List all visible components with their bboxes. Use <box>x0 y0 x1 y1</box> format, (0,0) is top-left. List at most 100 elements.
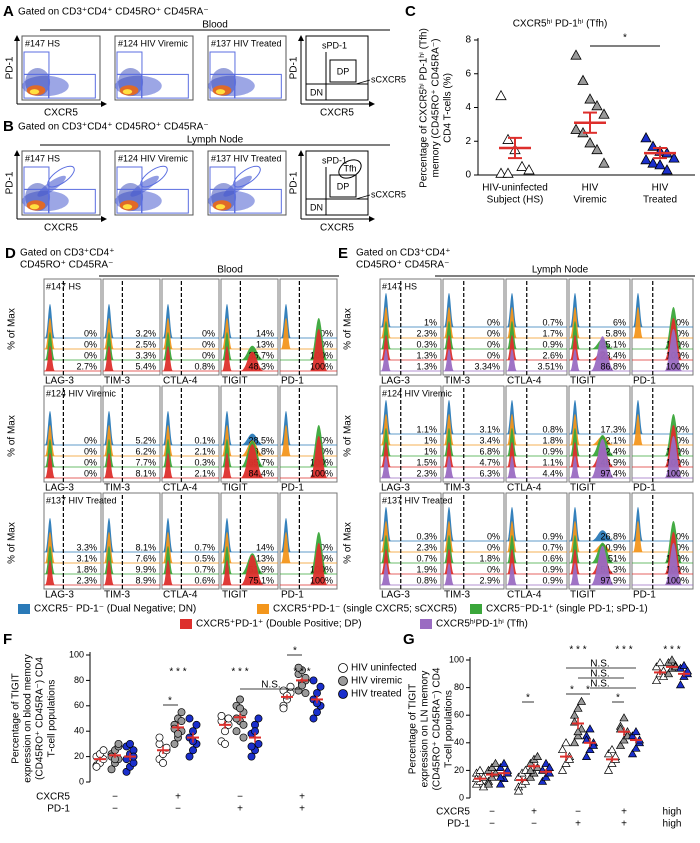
data-point <box>581 751 592 760</box>
histogram <box>240 433 265 445</box>
percent-label: 1.3% <box>416 350 437 360</box>
histogram <box>507 335 517 360</box>
dp-gate <box>329 59 357 83</box>
gate <box>23 51 50 75</box>
data-point <box>651 675 662 685</box>
data-point <box>174 729 182 738</box>
percent-label: 0% <box>487 350 500 360</box>
significance-star: * <box>623 33 627 44</box>
percent-label: 3.3% <box>76 542 97 552</box>
panel-letter: G <box>403 631 415 648</box>
marker-label: TIGIT <box>222 376 248 387</box>
annotation: * <box>616 693 620 704</box>
data-point <box>495 762 506 771</box>
data-point <box>573 703 583 712</box>
percent-label: 0% <box>676 542 689 552</box>
percent-label: 2.3% <box>76 575 97 585</box>
percent-label: 0% <box>487 328 500 338</box>
percent-label: 0.8% <box>416 575 437 585</box>
row-value: − <box>489 807 495 818</box>
y-tick-label: 0 <box>459 792 464 802</box>
gate-label: DP <box>337 66 350 76</box>
data-point <box>513 786 524 795</box>
histogram <box>281 425 291 456</box>
percent-label: 84.4% <box>248 468 274 478</box>
y-axis-label: T-cell populations <box>47 680 58 758</box>
marker-label: TIM-3 <box>444 483 471 494</box>
axis-label: CXCR5 <box>320 108 354 119</box>
data-point <box>495 167 507 178</box>
axis-label: PD-1 <box>5 171 16 194</box>
gate-label: DN <box>310 87 323 97</box>
data-point <box>185 752 194 761</box>
histogram <box>45 560 55 585</box>
row-label: CXCR5 <box>436 807 470 818</box>
histogram <box>664 436 683 478</box>
histogram <box>590 336 615 371</box>
histogram-frame <box>279 278 338 376</box>
percent-label: 22.1% <box>600 435 626 445</box>
tissue-label: Blood <box>202 20 228 31</box>
data-point <box>232 727 241 736</box>
histogram <box>507 563 517 585</box>
gate <box>116 51 143 75</box>
percent-label: 1% <box>424 446 437 456</box>
percent-label: 2.3% <box>416 542 437 552</box>
percent-label: 0% <box>320 542 333 552</box>
y-tick-label: 80 <box>454 682 464 692</box>
annotation: * * * <box>169 667 186 678</box>
schematic-frame <box>305 35 369 101</box>
y-tick-label: 2 <box>465 136 471 147</box>
marker-label: CTLA-4 <box>507 590 542 601</box>
y-axis-label: expression on LN memory <box>420 671 431 788</box>
percent-label: 5.2% <box>135 435 156 445</box>
data-point <box>236 704 244 713</box>
row-value: − <box>575 807 581 818</box>
percent-label: 0.3% <box>416 531 437 541</box>
data-point <box>627 731 638 740</box>
gating-text: Gated on CD3⁺CD4⁺ CD45RO⁺ CD45RA⁻ <box>18 122 209 133</box>
legend-label: CXCR5⁺PD-1⁺ (Double Positive; DP) <box>196 619 362 630</box>
histogram <box>104 560 114 585</box>
event-core <box>215 204 226 210</box>
percent-label: 3.3% <box>135 350 156 360</box>
data-point <box>516 160 528 171</box>
data-point <box>279 704 288 713</box>
percent-label: 25.1% <box>600 339 626 349</box>
percent-label: 13% <box>256 339 274 349</box>
panel-letter: C <box>405 3 416 20</box>
event-core <box>29 89 40 95</box>
data-point <box>247 742 256 751</box>
annotation: N.S. <box>261 680 280 691</box>
sample-label: #137 HIV Treated <box>211 38 282 48</box>
data-point <box>564 754 575 763</box>
data-point <box>544 762 555 771</box>
data-point <box>584 93 596 104</box>
data-point <box>316 682 325 691</box>
annotation: * * * <box>615 645 632 656</box>
annotation: N.S. <box>590 659 609 670</box>
y-tick-label: 40 <box>454 737 464 747</box>
gating-text: Gated on CD3⁺CD4⁺ <box>20 248 115 259</box>
percent-label: 2.3% <box>416 328 437 338</box>
histogram <box>381 442 391 467</box>
histogram <box>381 549 391 574</box>
histogram <box>507 549 517 574</box>
row-value: − <box>112 792 118 803</box>
data-point <box>490 758 501 767</box>
histogram <box>309 436 328 478</box>
percent-label: 0% <box>84 446 97 456</box>
percent-label: 100% <box>666 575 689 585</box>
row-value: + <box>621 807 627 818</box>
event-tail <box>130 175 159 197</box>
data-point <box>114 739 123 748</box>
sample-label: #137 HIV Treated <box>211 153 282 163</box>
histogram <box>240 554 265 585</box>
percent-label: 0% <box>676 328 689 338</box>
sample-label: #137 HIV Treated <box>382 495 453 505</box>
annotation: * <box>526 693 530 704</box>
marker-label: PD-1 <box>281 376 304 387</box>
gate <box>234 73 282 99</box>
event-core <box>29 204 40 210</box>
